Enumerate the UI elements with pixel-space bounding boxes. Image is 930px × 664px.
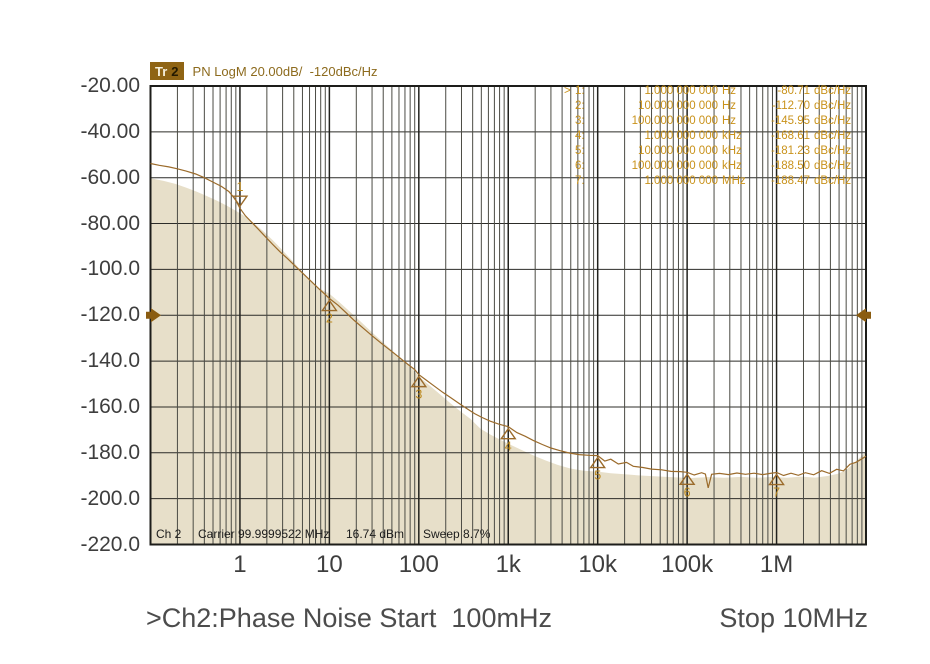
marker-index: 1: <box>575 85 585 97</box>
x-axis-tick-label: 1 <box>233 551 247 578</box>
marker-level-unit: dBc/Hz <box>814 160 852 172</box>
marker-index: 7: <box>575 175 585 187</box>
marker-1-glyph[interactable] <box>231 195 249 208</box>
channel-status-bar: Ch 2 Carrier 99.9999522 MHz 16.74 dBm Sw… <box>0 527 930 543</box>
marker-index: 3: <box>575 115 585 127</box>
marker-index: 5: <box>575 145 585 157</box>
marker-2-number: 2 <box>326 312 333 326</box>
y-axis-tick-label: -220.0 <box>80 532 140 556</box>
y-axis-tick-label: -80.00 <box>80 211 140 235</box>
sweep-progress-readout: Sweep 8.7% <box>423 527 491 541</box>
marker-level-value: -188.47 <box>770 175 810 187</box>
carrier-readout: Carrier 99.9999522 MHz <box>198 527 330 541</box>
marker-frequency-value: 100.000 000 000 <box>631 160 718 172</box>
marker-table-row: 4: 1.000 000 000 kHz -168.61 dBc/Hz <box>560 129 880 144</box>
marker-frequency-unit: kHz <box>722 145 742 157</box>
marker-frequency-unit: MHz <box>722 175 746 187</box>
sweep-stop-readout: Stop 10MHz <box>719 603 868 633</box>
marker-3-glyph[interactable] <box>410 375 428 388</box>
x-axis-tick-label: 100k <box>661 551 714 578</box>
y-axis-tick-label: -180.0 <box>80 440 140 464</box>
trace-format-readout: PN LogM 20.00dB/ -120dBc/Hz <box>192 63 378 79</box>
y-axis-tick-label: -60.00 <box>80 165 140 189</box>
y-axis-tick-label: -200.0 <box>80 486 140 510</box>
marker-2-glyph[interactable] <box>321 299 338 312</box>
marker-index: 2: <box>575 100 585 112</box>
y-axis-tick-label: -20.00 <box>80 74 140 97</box>
marker-4-number: 4 <box>505 440 512 454</box>
reference-level-arrow-right[interactable] <box>856 308 871 323</box>
marker-frequency-value: 1.000 000 000 <box>644 130 718 142</box>
marker-level-unit: dBc/Hz <box>814 175 852 187</box>
marker-level-value: -181.23 <box>770 145 810 157</box>
y-axis-tick-label: -100.0 <box>80 257 140 281</box>
marker-frequency-unit: Hz <box>722 85 737 97</box>
marker-level-value: -145.95 <box>770 115 810 127</box>
reference-level-arrow-left[interactable] <box>146 308 161 323</box>
marker-table-row: 5: 10.000 000 000 kHz -181.23 dBc/Hz <box>560 144 880 159</box>
marker-frequency-unit: kHz <box>722 160 742 172</box>
y-axis-tick-label: -140.0 <box>80 349 140 373</box>
marker-level-unit: dBc/Hz <box>814 100 852 112</box>
marker-4-glyph[interactable] <box>499 427 517 440</box>
marker-level-unit: dBc/Hz <box>814 85 852 97</box>
marker-table-row: 6: 100.000 000 000 kHz -188.50 dBc/Hz <box>560 159 880 174</box>
marker-level-unit: dBc/Hz <box>814 130 852 142</box>
marker-level-unit: dBc/Hz <box>814 145 852 157</box>
marker-3-number: 3 <box>415 388 422 402</box>
marker-frequency-value: 10.000 000 000 <box>638 100 718 112</box>
marker-5-glyph[interactable] <box>589 456 607 469</box>
x-axis-tick-label: 10 <box>316 551 343 578</box>
marker-table-row: 2: 10.000 000 000 Hz -112.70 dBc/Hz <box>560 99 880 114</box>
x-axis-tick-label: 1k <box>495 551 521 578</box>
marker-7-number: 7 <box>773 486 780 500</box>
marker-frequency-value: 1.000 000 000 <box>644 85 718 97</box>
trace-badge-label: Tr <box>155 63 168 79</box>
power-readout: 16.74 dBm <box>346 527 405 541</box>
marker-index: 4: <box>575 130 585 142</box>
marker-1-number: 1 <box>236 180 243 194</box>
marker-frequency-value: 100.000 000 000 <box>631 115 718 127</box>
x-axis-tick-label: 1M <box>759 551 794 578</box>
marker-table: >1: 1.000 000 000 Hz -80.71 dBc/Hz 2: 10.000 0… <box>560 84 880 189</box>
trace-badge[interactable]: Tr 2 <box>150 62 184 80</box>
marker-table-row: 3: 100.000 000 000 Hz -145.95 dBc/Hz <box>560 114 880 129</box>
marker-level-value: -188.50 <box>770 160 810 172</box>
phase-noise-trace[interactable] <box>150 162 867 489</box>
marker-5-number: 5 <box>594 469 601 483</box>
marker-frequency-unit: Hz <box>722 115 737 127</box>
marker-active-indicator: > <box>564 85 571 97</box>
marker-level-value: -80.71 <box>777 85 810 97</box>
marker-frequency-value: 10.000 000 000 <box>638 145 718 157</box>
marker-level-value: -112.70 <box>771 100 810 112</box>
marker-7-glyph[interactable] <box>768 473 785 486</box>
marker-index: 6: <box>575 160 585 172</box>
marker-level-value: -168.61 <box>770 130 810 142</box>
marker-table-row: 7: 1.000 000 000 MHz -188.47 dBc/Hz <box>560 174 880 189</box>
y-axis-tick-label: -120.0 <box>80 303 140 327</box>
trace-header: Tr 2 PN LogM 20.00dB/ -120dBc/Hz <box>150 61 378 81</box>
y-axis-tick-label: -160.0 <box>80 394 140 418</box>
channel-label: Ch 2 <box>156 527 182 541</box>
marker-level-unit: dBc/Hz <box>814 115 852 127</box>
marker-frequency-unit: kHz <box>722 130 742 142</box>
x-axis-tick-label: 10k <box>578 551 618 578</box>
marker-frequency-value: 1.000 000 000 <box>644 175 718 187</box>
marker-6-number: 6 <box>684 485 691 499</box>
y-axis-tick-label: -40.00 <box>80 119 140 143</box>
marker-frequency-unit: Hz <box>722 100 737 112</box>
marker-table-row: >1: 1.000 000 000 Hz -80.71 dBc/Hz <box>560 84 880 99</box>
sweep-start-readout: >Ch2:Phase Noise Start 100mHz <box>146 603 552 633</box>
marker-6-glyph[interactable] <box>678 473 696 485</box>
trace-badge-number: 2 <box>171 63 179 79</box>
x-axis-tick-label: 100 <box>398 551 439 578</box>
